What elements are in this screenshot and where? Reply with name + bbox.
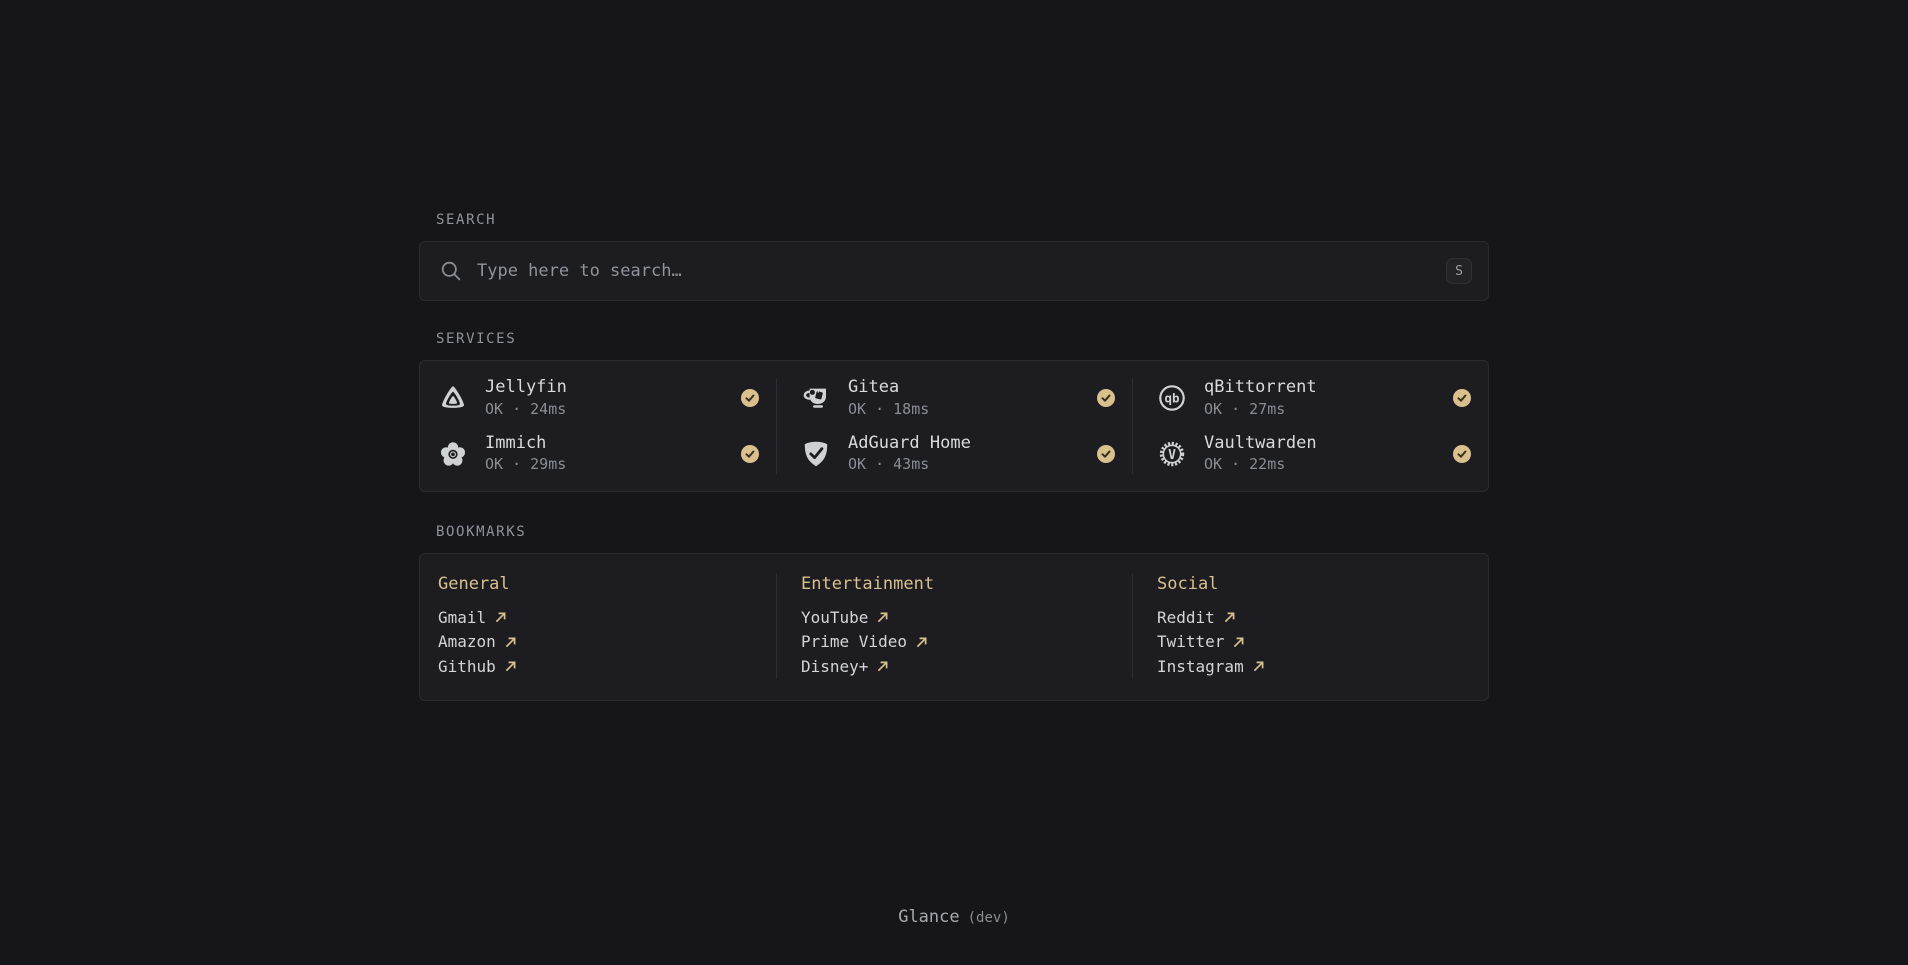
external-link-arrow-icon	[1232, 636, 1245, 649]
footer-app-name: Glance	[898, 907, 960, 927]
service-text: qBittorrent OK · 27ms	[1204, 377, 1436, 418]
search-bar: S	[419, 241, 1489, 301]
search-input[interactable]	[477, 261, 1431, 281]
services-column: Jellyfin OK · 24ms Immich OK · 29ms	[420, 377, 776, 474]
bookmark-link[interactable]: Instagram	[1157, 655, 1265, 680]
service-name: AdGuard Home	[848, 432, 971, 453]
svg-text:V: V	[1168, 447, 1176, 462]
bookmark-group-title: Social	[1157, 573, 1219, 594]
bookmark-link[interactable]: YouTube	[801, 606, 889, 631]
service-status: OK · 43ms	[848, 455, 930, 474]
immich-icon	[438, 439, 468, 469]
service-status: OK · 18ms	[848, 399, 930, 418]
external-link-arrow-icon	[1252, 660, 1265, 673]
bookmark-link[interactable]: Amazon	[438, 630, 517, 655]
external-link-arrow-icon	[876, 660, 889, 673]
service-status: OK · 29ms	[485, 455, 567, 474]
bookmark-group: General Gmail Amazon Github	[420, 573, 776, 680]
bookmark-link-label: Amazon	[438, 632, 496, 652]
service-text: Immich OK · 29ms	[485, 432, 724, 474]
services-column: Gitea OK · 18ms AdGuard Home OK · 43ms	[776, 377, 1132, 474]
service-status: OK · 27ms	[1204, 399, 1286, 418]
bookmark-group-title: Entertainment	[801, 573, 935, 594]
service-status: OK · 24ms	[485, 399, 567, 418]
service-text: Vaultwarden OK · 22ms	[1204, 432, 1436, 474]
service-text: Gitea OK · 18ms	[848, 377, 1080, 418]
external-link-arrow-icon	[504, 660, 517, 673]
bookmark-link-label: Prime Video	[801, 632, 907, 652]
status-ok-badge	[1453, 388, 1471, 407]
service-text: AdGuard Home OK · 43ms	[848, 432, 1080, 474]
main-content: SEARCH S SERVICES Jellyfin OK · 24ms	[419, 0, 1489, 702]
external-link-arrow-icon	[494, 611, 507, 624]
service-item[interactable]: Gitea OK · 18ms	[801, 377, 1124, 418]
svg-text:qb: qb	[1164, 390, 1179, 405]
service-name: Immich	[485, 432, 547, 453]
bookmark-link[interactable]: Disney+	[801, 655, 889, 680]
service-name: Jellyfin	[485, 377, 567, 397]
bookmarks-widget: BOOKMARKS General Gmail Amazon Github Ent…	[419, 524, 1489, 702]
bookmark-link[interactable]: Prime Video	[801, 630, 928, 655]
footer-version-label: (dev)	[967, 910, 1010, 926]
services-column: qb qBittorrent OK · 27ms V Vaultwarden OK …	[1132, 377, 1488, 474]
bookmark-link[interactable]: Github	[438, 655, 517, 680]
vaultwarden-icon: V	[1157, 439, 1187, 469]
bookmark-group: Entertainment YouTube Prime Video Disney+	[776, 572, 1132, 680]
gitea-icon	[801, 383, 831, 413]
bookmark-link-label: Reddit	[1157, 607, 1215, 627]
service-text: Jellyfin OK · 24ms	[485, 377, 724, 418]
search-shortcut-key-badge: S	[1446, 258, 1472, 284]
bookmark-link-label: Github	[438, 656, 496, 676]
search-widget: SEARCH S	[419, 212, 1489, 301]
service-name: Gitea	[848, 377, 900, 397]
service-item[interactable]: qb qBittorrent OK · 27ms	[1157, 377, 1480, 418]
bookmark-link-label: Twitter	[1157, 632, 1225, 652]
bookmark-link[interactable]: Reddit	[1157, 606, 1236, 631]
status-ok-badge	[741, 388, 759, 407]
bookmark-link[interactable]: Gmail	[438, 606, 507, 631]
external-link-arrow-icon	[876, 611, 889, 624]
bookmark-link-label: Gmail	[438, 607, 487, 627]
external-link-arrow-icon	[504, 636, 517, 649]
services-card: Jellyfin OK · 24ms Immich OK · 29ms Gi	[419, 360, 1489, 492]
bookmarks-card: General Gmail Amazon Github Entertainment…	[419, 552, 1489, 702]
qbittorrent-icon: qb	[1157, 383, 1187, 413]
services-widget: SERVICES Jellyfin OK · 24ms Immich OK · 29…	[419, 331, 1489, 492]
status-ok-badge	[741, 444, 759, 463]
status-ok-badge	[1453, 444, 1471, 463]
status-ok-badge	[1097, 388, 1115, 407]
jellyfin-icon	[438, 383, 468, 413]
bookmark-group-title: General	[438, 573, 510, 594]
service-name: qBittorrent	[1204, 377, 1317, 397]
service-name: Vaultwarden	[1204, 432, 1317, 453]
adguard-home-icon	[801, 439, 831, 469]
footer: Glance (dev)	[0, 907, 1908, 965]
bookmark-link[interactable]: Twitter	[1157, 630, 1245, 655]
service-item[interactable]: V Vaultwarden OK · 22ms	[1157, 432, 1480, 474]
search-section-label: SEARCH	[436, 212, 497, 228]
service-item[interactable]: Immich OK · 29ms	[438, 432, 768, 474]
service-item[interactable]: AdGuard Home OK · 43ms	[801, 432, 1124, 474]
service-item[interactable]: Jellyfin OK · 24ms	[438, 377, 768, 418]
service-status: OK · 22ms	[1204, 455, 1286, 474]
external-link-arrow-icon	[915, 636, 928, 649]
bookmarks-section-label: BOOKMARKS	[436, 523, 527, 540]
bookmark-link-label: Instagram	[1157, 656, 1244, 676]
bookmark-link-label: YouTube	[801, 607, 869, 627]
bookmark-group: Social Reddit Twitter Instagram	[1132, 572, 1488, 680]
status-ok-badge	[1097, 444, 1115, 463]
search-icon	[440, 260, 462, 282]
bookmark-link-label: Disney+	[801, 656, 869, 676]
services-section-label: SERVICES	[436, 331, 517, 347]
external-link-arrow-icon	[1223, 611, 1236, 624]
